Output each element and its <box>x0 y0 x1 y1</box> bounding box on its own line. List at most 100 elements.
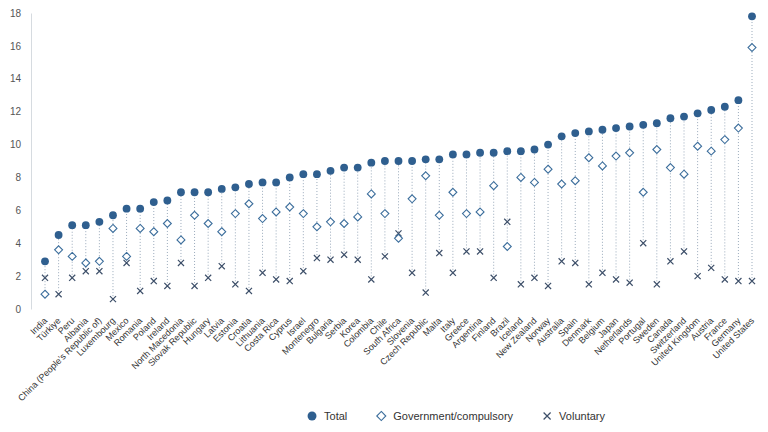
point <box>259 215 267 223</box>
point <box>408 157 416 165</box>
range-line <box>561 136 562 261</box>
point <box>164 283 170 289</box>
point <box>518 281 524 287</box>
point <box>627 280 633 286</box>
point <box>626 149 634 157</box>
point <box>192 283 198 289</box>
range-line <box>235 187 236 284</box>
point <box>435 211 443 219</box>
point <box>341 252 347 258</box>
point <box>259 178 267 186</box>
legend-item: Voluntary <box>544 410 606 422</box>
point <box>476 208 484 216</box>
legend: Total Government/compulsory Voluntary <box>308 410 606 422</box>
range-line <box>330 171 331 260</box>
point <box>544 141 552 149</box>
point <box>722 276 728 282</box>
y-tick-label: 12 <box>10 106 22 117</box>
point <box>559 258 565 264</box>
legend-symbol <box>308 412 317 421</box>
range-line <box>262 182 263 272</box>
point <box>734 124 742 132</box>
range-line <box>384 161 385 256</box>
range-line <box>276 182 277 279</box>
point <box>585 127 593 135</box>
point <box>695 273 701 279</box>
point <box>272 208 280 216</box>
range-line <box>575 133 576 263</box>
range-line <box>697 113 698 276</box>
legend-item: Government/compulsory <box>377 410 514 422</box>
point <box>436 250 442 256</box>
point <box>299 170 307 178</box>
range-line <box>643 125 644 243</box>
point <box>205 275 211 281</box>
point <box>177 188 185 196</box>
point <box>151 278 157 284</box>
point <box>734 96 742 104</box>
range-line <box>58 235 59 294</box>
range-line <box>452 154 453 272</box>
point <box>721 136 729 144</box>
point <box>327 257 333 263</box>
range-line <box>303 174 304 271</box>
y-tick-label: 18 <box>10 8 22 19</box>
point <box>450 270 456 276</box>
point <box>653 146 661 154</box>
series <box>41 12 756 265</box>
y-tick: 8 <box>15 172 31 183</box>
point <box>517 173 525 181</box>
point <box>531 178 539 186</box>
point <box>640 240 646 246</box>
point <box>218 185 226 193</box>
point <box>109 224 117 232</box>
point <box>435 155 443 163</box>
point <box>422 155 430 163</box>
range-line <box>289 177 290 281</box>
point <box>177 236 185 244</box>
range-line <box>520 151 521 284</box>
point <box>314 255 320 261</box>
range-line <box>371 163 372 280</box>
legend-item: Total <box>308 410 348 422</box>
point <box>259 270 265 276</box>
point <box>313 223 321 231</box>
point <box>286 174 294 182</box>
point <box>354 213 362 221</box>
point <box>639 121 647 129</box>
point <box>354 164 362 172</box>
point <box>368 276 374 282</box>
point <box>367 190 375 198</box>
point <box>136 224 144 232</box>
point <box>287 278 293 284</box>
range-line <box>344 168 345 255</box>
range-line <box>670 118 671 261</box>
point <box>477 248 483 254</box>
point <box>68 252 76 260</box>
point <box>653 119 661 127</box>
legend-label: Voluntary <box>559 410 605 422</box>
range-line <box>480 153 481 252</box>
point <box>463 248 469 254</box>
x-tick: Czech Republic <box>378 315 430 367</box>
point <box>231 183 239 191</box>
range-line <box>616 128 617 279</box>
y-tick: 14 <box>10 73 31 84</box>
range-line <box>180 192 181 263</box>
point <box>422 172 430 180</box>
point <box>449 151 457 159</box>
point <box>735 278 741 284</box>
point <box>558 180 566 188</box>
point <box>204 220 212 228</box>
point <box>503 147 511 155</box>
range-line <box>439 159 440 253</box>
point <box>82 259 90 267</box>
point <box>56 291 62 297</box>
y-tick: 4 <box>15 238 31 249</box>
point <box>163 197 171 205</box>
range-line <box>724 107 725 280</box>
point <box>110 296 116 302</box>
point <box>749 278 755 284</box>
point <box>694 142 702 150</box>
legend-symbol <box>544 412 551 419</box>
